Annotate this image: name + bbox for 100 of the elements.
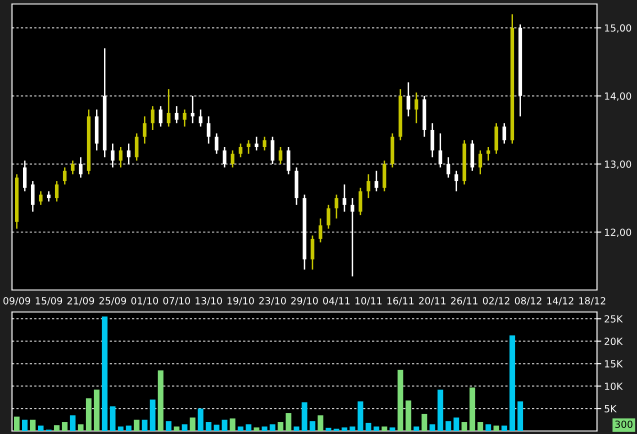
- x-tick-label: 02/12: [482, 297, 510, 306]
- candlestick: [310, 234, 314, 270]
- bar: [118, 426, 124, 431]
- bar: [502, 426, 508, 431]
- bar: [470, 387, 476, 431]
- bar: [494, 426, 500, 431]
- y-tick-label: 15,00: [605, 24, 632, 33]
- bar: [262, 426, 268, 431]
- bar: [86, 398, 92, 431]
- bar: [222, 420, 228, 431]
- text: 300: [615, 420, 632, 428]
- candlestick: [46, 190, 51, 202]
- candlestick: [62, 166, 67, 186]
- candlestick: [198, 108, 202, 128]
- x-tick-label: 15/09: [36, 297, 62, 306]
- bar: [246, 424, 252, 431]
- bar: [326, 428, 332, 431]
- bar: [150, 400, 156, 431]
- candlestick: [262, 136, 266, 152]
- x-tick-label: 25/09: [99, 297, 126, 306]
- x-tick-label: 21/09: [67, 297, 94, 306]
- x-tick-label: 20/11: [419, 297, 446, 306]
- candlestick: [118, 146, 122, 168]
- candlestick: [30, 180, 35, 212]
- x-tick-label: 08/12: [514, 297, 542, 306]
- bar: [166, 421, 172, 431]
- x-tick-label: 16/11: [387, 297, 414, 306]
- candlestick: [478, 150, 482, 175]
- bar: [22, 420, 28, 431]
- candlestick: [318, 218, 322, 244]
- candlestick: [254, 136, 258, 152]
- bar: [318, 415, 324, 431]
- candlestick: [126, 142, 130, 165]
- bar: [414, 426, 420, 431]
- candlestick: [190, 95, 194, 124]
- bar: [374, 426, 380, 431]
- candlestick: [78, 156, 83, 178]
- y-tick-label: 15K: [605, 360, 623, 368]
- bar: [182, 424, 188, 431]
- bar: [390, 427, 396, 431]
- candlestick: [110, 142, 114, 168]
- bar: [158, 370, 164, 431]
- x-tick-label: 14/12: [547, 297, 574, 306]
- candlestick: [350, 197, 354, 278]
- x-tick-label: 01/10: [131, 297, 158, 306]
- candlestick: [174, 105, 178, 124]
- bar: [302, 402, 308, 431]
- bar: [517, 401, 524, 431]
- candlestick: [446, 156, 450, 178]
- x-tick-label: 04/11: [323, 297, 350, 306]
- bar: [270, 424, 276, 431]
- bar: [30, 420, 36, 431]
- x-tick-label: 09/09: [3, 297, 30, 306]
- candlestick: [150, 105, 154, 131]
- candlestick: [358, 187, 362, 216]
- y-tick-label: 13,00: [605, 160, 632, 169]
- bar: [422, 414, 428, 431]
- bar: [174, 426, 180, 431]
- y-tick-label: 14,00: [605, 92, 632, 101]
- candlestick: [438, 132, 442, 168]
- y-tick-label: 5K: [604, 405, 617, 412]
- candlestick: [342, 184, 346, 212]
- bar: [38, 426, 44, 431]
- bar: [446, 421, 452, 431]
- candlestick: [286, 146, 290, 175]
- bar: [254, 427, 260, 431]
- candlestick: [158, 105, 162, 128]
- bar: [454, 418, 460, 431]
- candlestick: [334, 194, 338, 220]
- candlestick: [278, 146, 282, 165]
- candlestick: [470, 139, 474, 172]
- bar: [438, 390, 444, 431]
- candlestick: [270, 136, 274, 165]
- bar: [509, 335, 516, 431]
- candlestick: [206, 116, 210, 144]
- candlestick: [142, 116, 146, 144]
- candlestick: [222, 146, 226, 168]
- bar: [190, 418, 196, 431]
- candlestick: [246, 139, 250, 155]
- bar: [126, 426, 132, 431]
- y-tick-label: 10K: [605, 382, 623, 390]
- bar: [78, 424, 84, 431]
- x-tick-label: 10/11: [355, 297, 382, 306]
- x-tick-label: 19/10: [228, 297, 254, 306]
- bar: [14, 416, 20, 431]
- bar: [366, 422, 372, 431]
- candlestick: [486, 146, 490, 162]
- bar: [350, 426, 356, 431]
- y-tick-label: 20K: [604, 338, 623, 346]
- bar: [54, 425, 60, 431]
- bar: [238, 426, 244, 431]
- bar: [206, 422, 212, 431]
- x-tick-label: 26/11: [451, 297, 478, 306]
- bar: [486, 424, 492, 431]
- bar: [286, 413, 292, 431]
- bar: [430, 424, 436, 431]
- bar: [198, 408, 204, 431]
- bar: [70, 415, 76, 431]
- x-tick-label: 29/10: [291, 297, 318, 306]
- bar: [62, 422, 68, 431]
